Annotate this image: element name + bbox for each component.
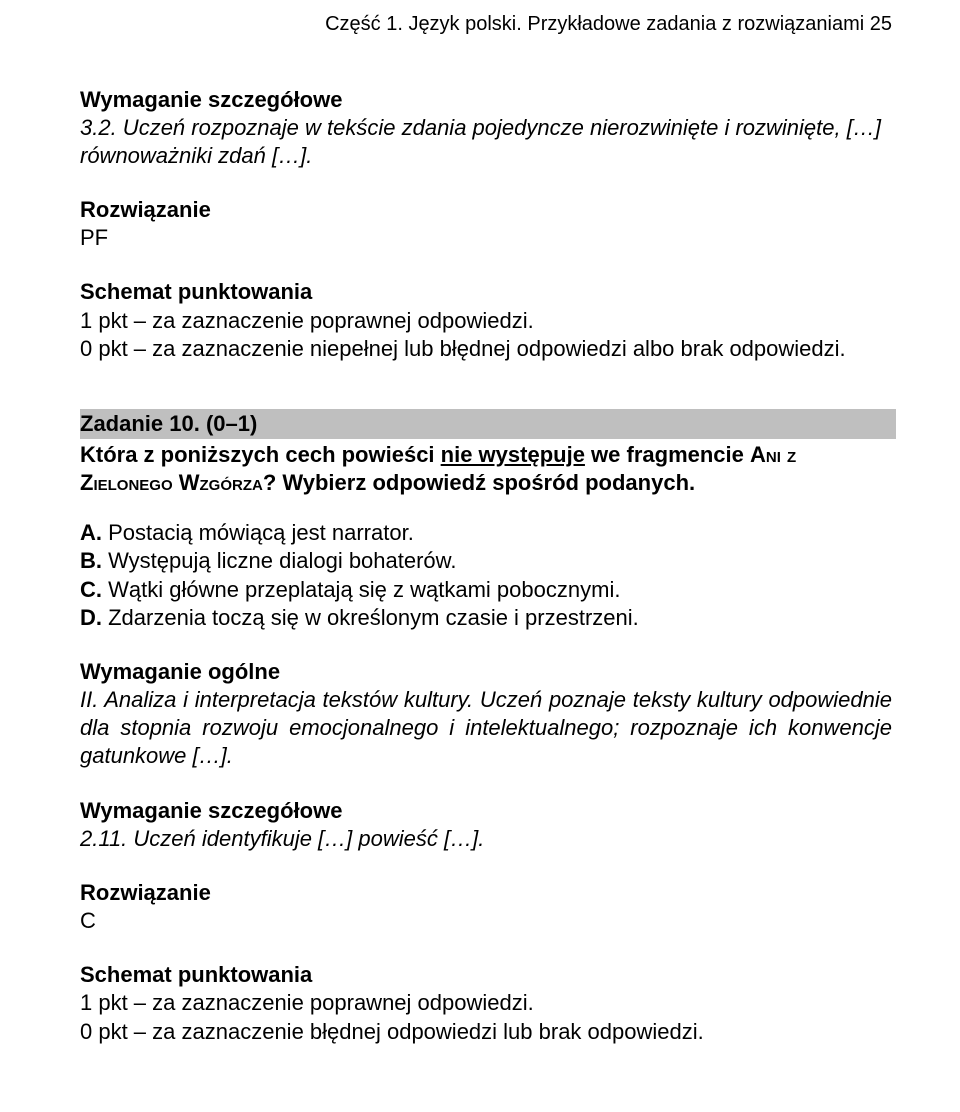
option-d-text: Zdarzenia toczą się w określonym czasie …: [102, 605, 639, 630]
option-c-label: C.: [80, 577, 102, 602]
requirement-detail-text: 3.2. Uczeń rozpoznaje w tekście zdania p…: [80, 114, 892, 170]
solution-block-2: Rozwiązanie C: [80, 879, 892, 935]
requirement-detail-block-1: Wymaganie szczegółowe 3.2. Uczeń rozpozn…: [80, 86, 892, 170]
option-d-label: D.: [80, 605, 102, 630]
option-d: D. Zdarzenia toczą się w określonym czas…: [80, 604, 892, 632]
solution-heading: Rozwiązanie: [80, 196, 892, 224]
requirement-detail-block-2: Wymaganie szczegółowe 2.11. Uczeń identy…: [80, 797, 892, 853]
option-a: A. Postacią mówiącą jest narrator.: [80, 519, 892, 547]
solution-block-1: Rozwiązanie PF: [80, 196, 892, 252]
option-b-label: B.: [80, 548, 102, 573]
option-b: B. Występują liczne dialogi bohaterów.: [80, 547, 892, 575]
scoring-line-1b: 1 pkt – za zaznaczenie poprawnej odpowie…: [80, 989, 892, 1017]
page-header: Część 1. Język polski. Przykładowe zadan…: [80, 12, 892, 38]
requirement-general-block: Wymaganie ogólne II. Analiza i interpret…: [80, 658, 892, 771]
task-prompt-underlined: nie występuje: [441, 442, 585, 467]
requirement-detail-heading: Wymaganie szczegółowe: [80, 86, 892, 114]
solution-value-2: C: [80, 907, 892, 935]
solution-value: PF: [80, 224, 892, 252]
scoring-heading: Schemat punktowania: [80, 278, 892, 306]
task-block: Która z poniższych cech powieści nie wys…: [80, 441, 892, 632]
requirement-general-text: II. Analiza i interpretacja tekstów kult…: [80, 686, 892, 770]
option-a-label: A.: [80, 520, 102, 545]
requirement-detail-heading-2: Wymaganie szczegółowe: [80, 797, 892, 825]
solution-heading-2: Rozwiązanie: [80, 879, 892, 907]
task-number: Zadanie 10. (0–1): [80, 411, 257, 436]
document-page: Część 1. Język polski. Przykładowe zadan…: [0, 0, 960, 1112]
scoring-line-2b: 0 pkt – za zaznaczenie błędnej odpowiedz…: [80, 1018, 892, 1046]
task-prompt: Która z poniższych cech powieści nie wys…: [80, 441, 892, 497]
option-c-text: Wątki główne przeplatają się z wątkami p…: [102, 577, 620, 602]
scoring-block-2: Schemat punktowania 1 pkt – za zaznaczen…: [80, 961, 892, 1045]
requirement-general-heading: Wymaganie ogólne: [80, 658, 892, 686]
requirement-detail-text-2: 2.11. Uczeń identyfikuje […] powieść […]…: [80, 825, 892, 853]
scoring-line-1: 1 pkt – za zaznaczenie poprawnej odpowie…: [80, 307, 892, 335]
option-b-text: Występują liczne dialogi bohaterów.: [102, 548, 456, 573]
task-band: Zadanie 10. (0–1): [80, 409, 896, 439]
option-c: C. Wątki główne przeplatają się z wątkam…: [80, 576, 892, 604]
scoring-line-2: 0 pkt – za zaznaczenie niepełnej lub błę…: [80, 335, 892, 363]
task-prompt-suffix: ? Wybierz odpowiedź spośród podanych.: [263, 470, 695, 495]
task-prompt-mid: we fragmencie: [585, 442, 750, 467]
option-a-text: Postacią mówiącą jest narrator.: [102, 520, 414, 545]
task-prompt-prefix: Która z poniższych cech powieści: [80, 442, 441, 467]
header-page-number: 25: [870, 13, 892, 35]
scoring-heading-2: Schemat punktowania: [80, 961, 892, 989]
header-text: Część 1. Język polski. Przykładowe zadan…: [325, 13, 870, 35]
scoring-block-1: Schemat punktowania 1 pkt – za zaznaczen…: [80, 278, 892, 362]
